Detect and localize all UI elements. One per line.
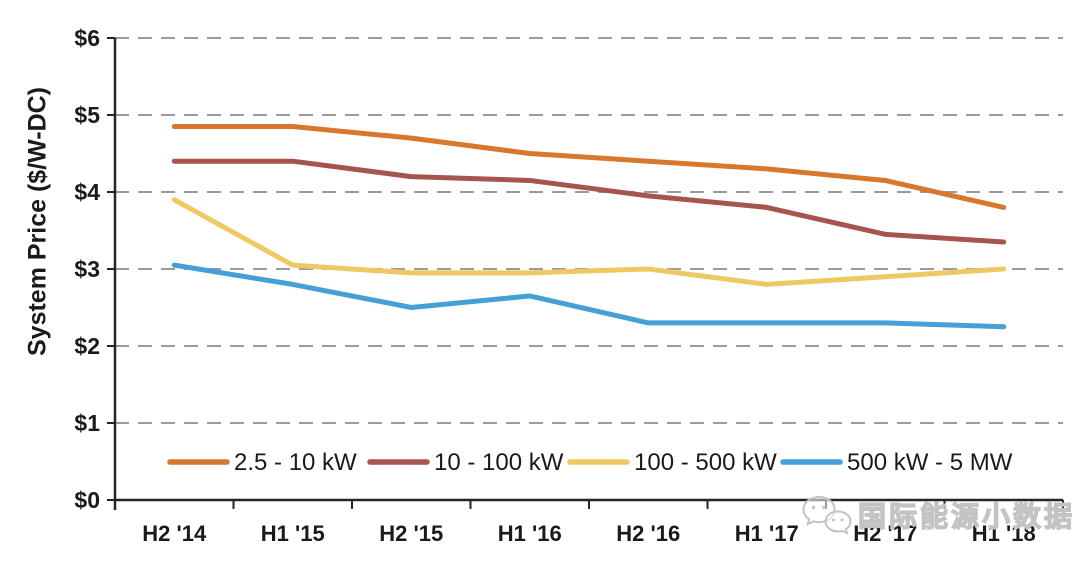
legend-label: 500 kW - 5 MW bbox=[847, 449, 1013, 476]
x-tick-label: H1 '18 bbox=[972, 521, 1036, 546]
y-tick-label: $5 bbox=[74, 102, 100, 128]
series-line-2 bbox=[171, 158, 1007, 245]
legend-label: 2.5 - 10 kW bbox=[234, 449, 357, 476]
y-tick-label: $0 bbox=[74, 487, 100, 513]
x-tick-label: H1 '16 bbox=[498, 521, 562, 546]
x-tick-label: H2 '16 bbox=[616, 521, 680, 546]
series-line-4 bbox=[171, 262, 1007, 330]
series-line-3 bbox=[171, 197, 1007, 287]
x-tick-label: H1 '15 bbox=[261, 521, 325, 546]
y-tick-label: $6 bbox=[74, 25, 100, 51]
legend-label: 100 - 500 kW bbox=[634, 449, 777, 476]
y-tick-label: $4 bbox=[74, 179, 100, 205]
y-tick-label: $1 bbox=[74, 410, 100, 436]
x-tick-label: H2 '15 bbox=[379, 521, 443, 546]
x-tick-label: H2 '17 bbox=[853, 521, 917, 546]
y-tick-label: $3 bbox=[74, 256, 100, 282]
x-tick-label: H2 '14 bbox=[142, 521, 207, 546]
legend-label: 10 - 100 kW bbox=[434, 449, 564, 476]
y-tick-label: $2 bbox=[74, 333, 100, 359]
x-tick-label: H1 '17 bbox=[735, 521, 799, 546]
series-line-1 bbox=[171, 124, 1007, 210]
